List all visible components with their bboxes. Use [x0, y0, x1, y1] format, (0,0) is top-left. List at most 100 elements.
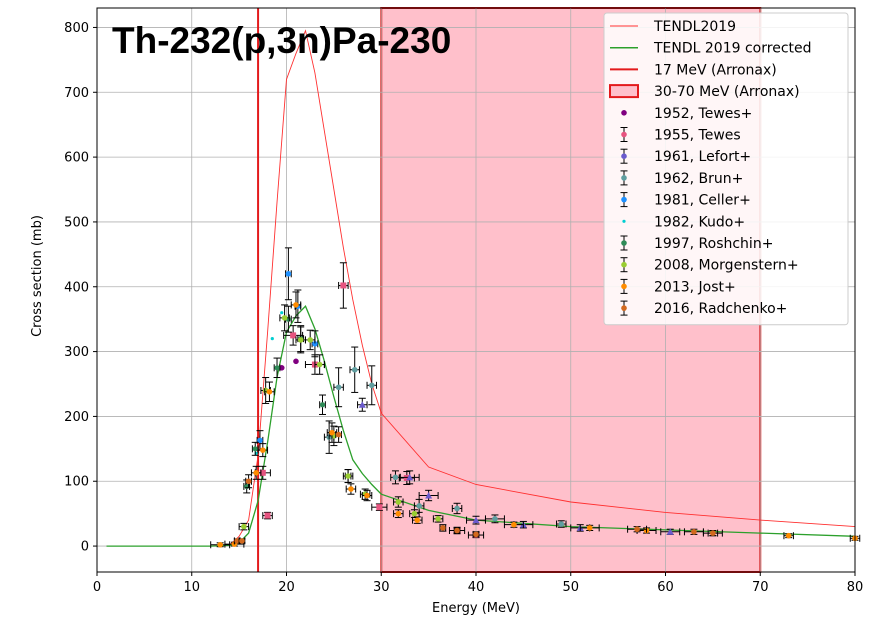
data-point	[395, 499, 402, 505]
series-1981-celler-	[256, 247, 319, 451]
data-point	[345, 473, 351, 479]
series-2016-radchenko-	[233, 426, 719, 545]
data-point	[691, 529, 697, 535]
y-tick-label: 200	[64, 410, 89, 425]
legend-entry: 30-70 MeV (Arronax)	[609, 84, 800, 100]
legend-marker	[621, 153, 627, 159]
data-point	[666, 528, 674, 535]
data-point	[395, 510, 402, 517]
data-point	[259, 469, 266, 476]
y-tick-label: 800	[64, 21, 89, 36]
data-point	[454, 527, 460, 534]
legend-label: 17 MeV (Arronax)	[654, 62, 777, 78]
data-point	[307, 337, 313, 343]
x-tick-label: 50	[562, 580, 579, 595]
legend-entry: 1955, Tewes	[620, 127, 741, 144]
legend-marker	[621, 131, 627, 138]
data-point	[285, 270, 292, 277]
data-point	[316, 361, 323, 368]
x-tick-label: 30	[373, 580, 390, 595]
ticks-layer: 0 10 20 30 40 50 60 70 8001002003004005006007008…	[64, 21, 863, 595]
y-tick-label: 300	[64, 345, 89, 360]
legend-entry: 1962, Brun+	[620, 170, 743, 187]
legend-label: 1961, Lefort+	[654, 149, 751, 165]
data-point	[416, 503, 422, 509]
y-axis-label: Cross section (mb)	[30, 215, 45, 337]
data-point	[335, 431, 342, 438]
data-point	[329, 429, 335, 436]
data-point	[335, 384, 342, 391]
chart-title: Th-232(p,3n)Pa-230	[112, 20, 451, 61]
data-point	[376, 504, 383, 511]
legend-entry: 1952, Tewes+	[621, 106, 752, 122]
data-point	[710, 530, 716, 536]
tendl2019-line	[106, 29, 856, 547]
data-point	[270, 337, 274, 341]
legend-patch-swatch	[609, 84, 639, 99]
data-point	[558, 521, 565, 527]
legend-label: 1962, Brun+	[654, 171, 743, 187]
legend-label: 1997, Roshchin+	[654, 236, 773, 252]
data-point	[634, 526, 640, 533]
x-tick-label: 60	[657, 580, 674, 595]
series-1952-tewes-	[278, 358, 299, 371]
data-point	[312, 341, 318, 347]
legend-label: 2016, Radchenko+	[654, 301, 787, 317]
data-point	[293, 358, 299, 365]
data-point	[297, 337, 304, 343]
data-point	[351, 366, 358, 373]
legend-label: 2008, Morgenstern+	[654, 258, 799, 274]
x-tick-label: 70	[752, 580, 769, 595]
data-point	[586, 525, 593, 531]
data-point	[406, 473, 414, 481]
legend-label: TENDL2019	[653, 19, 736, 35]
legend-entry: 2016, Radchenko+	[620, 300, 787, 317]
data-point	[414, 517, 421, 523]
data-point	[473, 531, 479, 538]
legend-marker	[621, 283, 627, 290]
data-point	[241, 523, 247, 530]
data-point	[280, 311, 284, 315]
x-tick-label: 0	[93, 580, 101, 595]
legend-label: 1982, Kudo+	[654, 214, 745, 230]
legend-entry: TENDL2019	[610, 19, 736, 35]
legend-entry: 1997, Roshchin+	[620, 235, 773, 252]
data-point	[253, 470, 259, 476]
legend-entry: 1982, Kudo+	[622, 214, 745, 230]
points-layer	[210, 247, 861, 549]
data-point	[290, 332, 297, 339]
legend-marker	[621, 240, 627, 246]
legend-entry: 1981, Celler+	[620, 192, 751, 209]
legend-marker	[621, 175, 627, 181]
legend-box	[603, 12, 849, 326]
y-tick-label: 600	[64, 151, 89, 166]
data-point	[274, 365, 280, 371]
y-tick-label: 500	[64, 215, 89, 230]
y-tick-label: 700	[64, 86, 89, 101]
legend-entry: 2008, Morgenstern+	[620, 257, 799, 274]
legend-marker	[622, 219, 626, 223]
x-tick-label: 20	[278, 580, 295, 595]
legend-marker	[621, 305, 627, 311]
legend-label: TENDL 2019 corrected	[653, 41, 812, 57]
data-point	[435, 516, 441, 522]
legend-entry: 17 MeV (Arronax)	[610, 62, 777, 78]
data-point	[239, 538, 245, 544]
data-point	[257, 437, 263, 444]
data-point	[217, 541, 223, 548]
legend: TENDL2019 TENDL 2019 corrected 17 MeV (Arr…	[603, 12, 849, 326]
x-tick-label: 80	[847, 580, 864, 595]
data-point	[425, 492, 433, 499]
legend-marker	[621, 261, 627, 268]
legend-marker	[621, 110, 627, 116]
y-tick-label: 400	[64, 280, 89, 295]
series-2008-morgenstern-	[238, 304, 444, 531]
data-point	[472, 516, 480, 524]
x-tick-label: 40	[468, 580, 485, 595]
data-point	[266, 388, 273, 395]
data-point	[411, 510, 418, 517]
series-1997-roshchin-	[243, 305, 352, 494]
x-tick-label: 10	[183, 580, 200, 595]
legend-entry: 2013, Jost+	[620, 278, 736, 295]
